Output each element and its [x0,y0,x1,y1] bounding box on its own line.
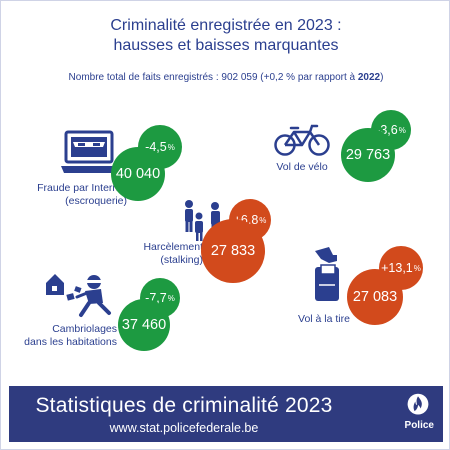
change-value: +13,1 [381,261,413,275]
label-harcelement-line2: (stalking) [160,254,203,266]
label-cambriolages-line1: Cambriolages [52,323,117,335]
label-harcelement: Harcèlement (stalking) [121,241,203,267]
subtitle: Nombre total de faits enregistrés : 902 … [1,72,450,83]
footer-title: Statistiques de criminalité 2023 [35,394,333,417]
pickpocket-icon [315,247,339,301]
stalking-people-icon [185,200,220,241]
label-cambriolages-line2: dans les habitations [24,336,117,348]
title-line-1: Criminalité enregistrée en 2023 : [110,17,342,34]
badge-cambriolages-count: 37 460 [118,299,170,351]
police-logo-text: Police [404,420,434,431]
change-unit: % [167,142,175,152]
burglar-house-icon [46,274,111,317]
change-unit: % [398,125,406,135]
badge-tire-count: 27 083 [347,269,403,325]
label-fraude-line2: (escroquerie) [65,195,127,207]
change-unit: % [167,293,175,303]
footer-url[interactable]: www.stat.policefederale.be [109,421,259,435]
bicycle-icon [274,124,330,156]
badge-fraude-count: 40 040 [111,147,165,201]
subtitle-prefix: Nombre total de faits enregistrés : 902 … [68,72,358,83]
title-line-2: hausses et baisses marquantes [113,37,339,54]
badge-velo-count: 29 763 [341,128,395,182]
badge-harcelement-count: 27 833 [201,219,265,283]
label-cambriolages: Cambriolages dans les habitations [11,323,117,349]
change-unit: % [259,215,267,225]
subtitle-year: 2022 [357,72,381,83]
label-fraude: Fraude par Internet (escroquerie) [15,182,127,208]
laptop-icon [61,130,117,173]
subtitle-suffix: ) [380,72,384,83]
police-flame-logo-icon [407,393,429,415]
footer-banner: Statistiques de criminalité 2023 www.sta… [9,386,443,442]
change-unit: % [413,263,421,273]
label-tire: Vol à la tire [298,313,350,325]
label-harcelement-line1: Harcèlement [143,241,203,253]
badge-tire-change: +13,1% [379,246,423,290]
label-fraude-line1: Fraude par Internet [37,182,127,194]
label-velo: Vol de vélo [276,161,328,173]
